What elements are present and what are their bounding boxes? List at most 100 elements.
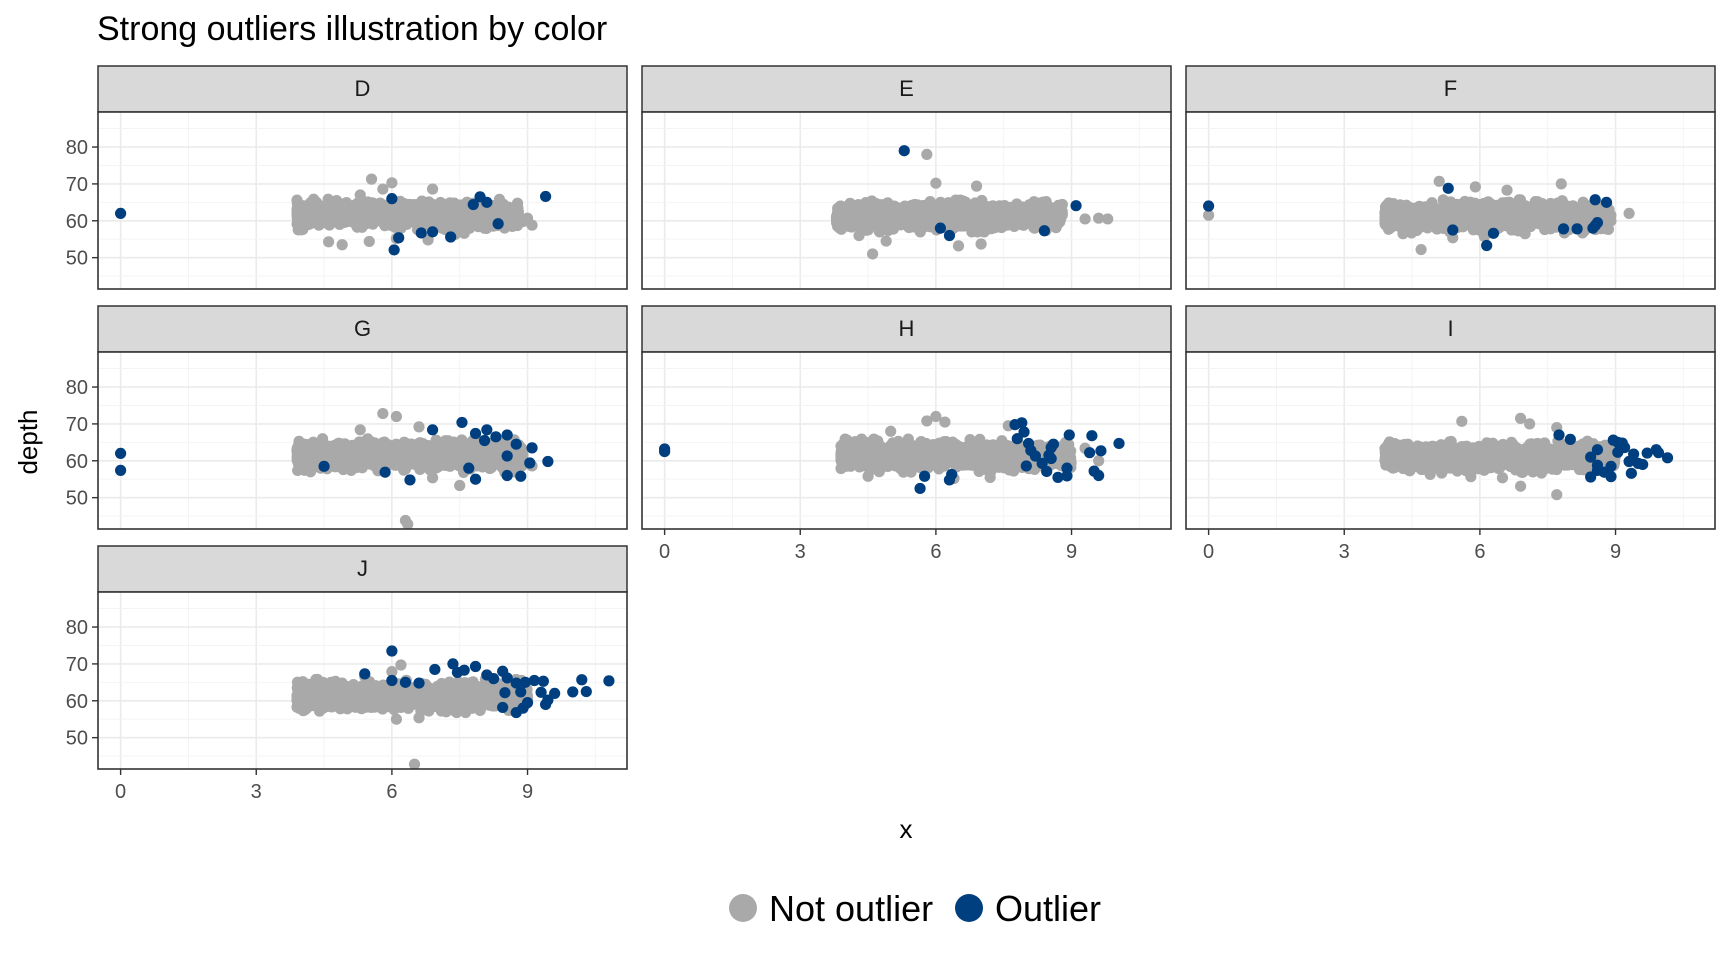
point-not-outlier <box>343 210 355 222</box>
point-not-outlier <box>458 227 470 239</box>
point-not-outlier <box>1536 198 1548 210</box>
point-not-outlier <box>322 236 335 248</box>
point-not-outlier <box>880 218 892 230</box>
point-not-outlier <box>1447 232 1459 244</box>
point-not-outlier <box>377 183 389 195</box>
y-tick-label: 50 <box>66 248 88 270</box>
point-not-outlier <box>1490 208 1503 220</box>
point-not-outlier <box>449 205 462 217</box>
y-tick-label: 80 <box>66 137 88 159</box>
point-not-outlier <box>1558 206 1570 218</box>
strip-background-F <box>1185 65 1716 113</box>
point-not-outlier <box>1538 209 1550 222</box>
strip-background-G <box>97 305 628 353</box>
y-tick-label: 60 <box>66 211 88 233</box>
point-not-outlier <box>1501 184 1513 196</box>
point-outlier <box>1070 200 1082 212</box>
point-not-outlier <box>1391 205 1404 218</box>
point-outlier <box>898 145 910 157</box>
point-not-outlier <box>875 199 887 211</box>
point-not-outlier <box>426 183 439 195</box>
point-not-outlier <box>1056 205 1068 217</box>
point-outlier <box>540 190 552 203</box>
strip-label-F: F <box>1444 76 1457 101</box>
strip-background-D <box>97 65 628 113</box>
strip-background-E <box>641 65 1172 113</box>
point-not-outlier <box>866 248 879 260</box>
point-not-outlier <box>363 235 375 248</box>
point-not-outlier <box>1488 218 1500 230</box>
point-not-outlier <box>849 203 862 215</box>
point-not-outlier <box>1102 213 1114 225</box>
panel-border-F <box>1185 111 1716 290</box>
point-not-outlier <box>832 208 845 221</box>
point-not-outlier <box>1604 212 1617 224</box>
strip-label-G: G <box>354 316 371 341</box>
point-not-outlier <box>438 216 450 228</box>
panel-E: E <box>641 65 1172 290</box>
point-not-outlier <box>1469 181 1481 193</box>
point-not-outlier <box>1203 209 1215 221</box>
point-outlier <box>415 227 427 239</box>
point-not-outlier <box>952 240 965 252</box>
point-not-outlier <box>480 207 492 220</box>
point-not-outlier <box>880 235 892 247</box>
panel-border-D <box>97 111 628 290</box>
point-outlier <box>388 244 400 256</box>
point-not-outlier <box>1400 206 1412 219</box>
point-not-outlier <box>991 204 1004 216</box>
point-not-outlier <box>1500 208 1512 220</box>
point-not-outlier <box>1600 223 1613 235</box>
point-not-outlier <box>1381 214 1393 226</box>
point-not-outlier <box>323 214 335 227</box>
point-outlier <box>1589 194 1601 206</box>
point-not-outlier <box>1411 217 1423 229</box>
point-not-outlier <box>1079 213 1091 225</box>
point-not-outlier <box>841 202 853 214</box>
point-not-outlier <box>500 217 512 229</box>
point-not-outlier <box>304 202 316 215</box>
point-outlier <box>115 207 127 220</box>
point-outlier <box>1571 223 1583 235</box>
point-not-outlier <box>423 208 435 220</box>
point-not-outlier <box>365 173 378 185</box>
point-not-outlier <box>1004 204 1016 216</box>
point-not-outlier <box>975 238 987 250</box>
point-not-outlier <box>1459 195 1471 208</box>
point-outlier <box>492 218 504 230</box>
point-not-outlier <box>1413 204 1425 217</box>
point-outlier <box>481 196 493 208</box>
points-F <box>1203 175 1635 256</box>
point-not-outlier <box>1470 205 1482 217</box>
point-not-outlier <box>1443 209 1455 221</box>
point-not-outlier <box>873 225 885 237</box>
point-not-outlier <box>952 207 964 219</box>
points-E <box>830 145 1114 260</box>
point-not-outlier <box>1415 243 1427 256</box>
plot-background-E <box>642 112 1171 289</box>
point-not-outlier <box>365 212 377 224</box>
point-outlier <box>1557 223 1570 235</box>
points-G <box>115 407 554 529</box>
point-not-outlier <box>336 239 348 251</box>
point-not-outlier <box>1009 216 1021 229</box>
point-not-outlier <box>1519 228 1531 240</box>
point-not-outlier <box>296 202 308 215</box>
point-outlier <box>934 222 947 234</box>
point-outlier <box>445 231 457 243</box>
point-not-outlier <box>868 211 880 223</box>
point-not-outlier <box>469 213 481 226</box>
point-not-outlier <box>879 208 892 220</box>
point-not-outlier <box>395 219 407 231</box>
point-outlier <box>1487 227 1500 239</box>
panel-border-E <box>641 111 1172 290</box>
point-not-outlier <box>1589 207 1601 220</box>
point-not-outlier <box>459 210 471 222</box>
point-outlier <box>393 232 405 244</box>
points-D <box>115 173 552 256</box>
point-not-outlier <box>888 211 900 223</box>
